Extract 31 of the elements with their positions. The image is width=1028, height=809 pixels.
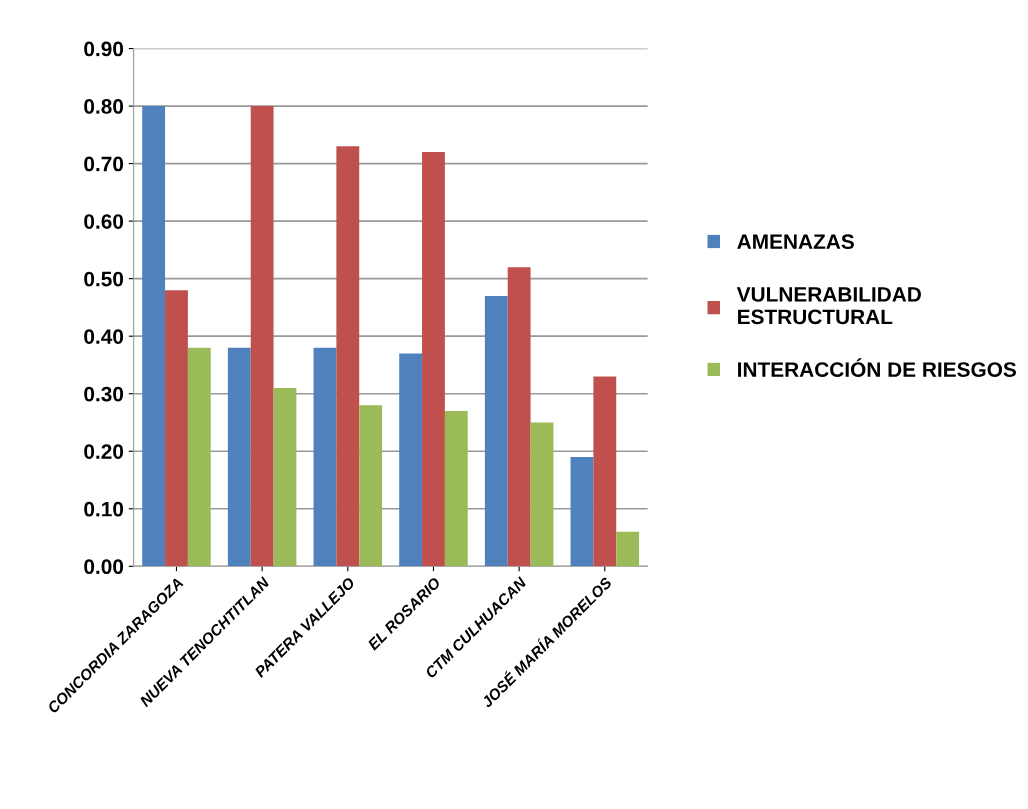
y-tick-label: 0.80 <box>84 99 124 114</box>
bar <box>484 295 508 567</box>
bar <box>616 531 640 567</box>
bar <box>250 106 274 567</box>
y-tick-label: 0.70 <box>84 156 124 172</box>
bar <box>359 405 383 567</box>
bar <box>336 146 360 567</box>
bar <box>227 347 251 567</box>
bar <box>165 290 188 567</box>
bar <box>570 457 594 567</box>
y-tick-label: 0.90 <box>84 41 124 57</box>
bar <box>593 376 617 567</box>
legend-label: AMENAZAS <box>737 234 854 250</box>
legend-label: VULNERABILIDAD ESTRUCTURAL <box>736 287 921 325</box>
y-tick-label: 0.40 <box>84 329 124 344</box>
y-tick-label: 0.30 <box>84 386 124 402</box>
bar <box>273 387 297 567</box>
legend-label: INTERACCIÓN DE RIESGOS <box>738 358 1016 377</box>
y-tick-label: 0.00 <box>84 559 124 575</box>
bar <box>142 106 166 567</box>
bar <box>444 410 468 567</box>
y-tick-label: 0.20 <box>84 444 124 459</box>
bar <box>399 353 423 567</box>
bar <box>422 152 445 567</box>
y-tick-label: 0.50 <box>84 271 124 287</box>
bar <box>530 422 554 567</box>
bar <box>187 347 211 567</box>
bar <box>507 267 531 567</box>
y-tick-label: 0.10 <box>84 501 124 517</box>
bar <box>313 347 337 567</box>
y-tick-label: 0.60 <box>84 214 124 229</box>
